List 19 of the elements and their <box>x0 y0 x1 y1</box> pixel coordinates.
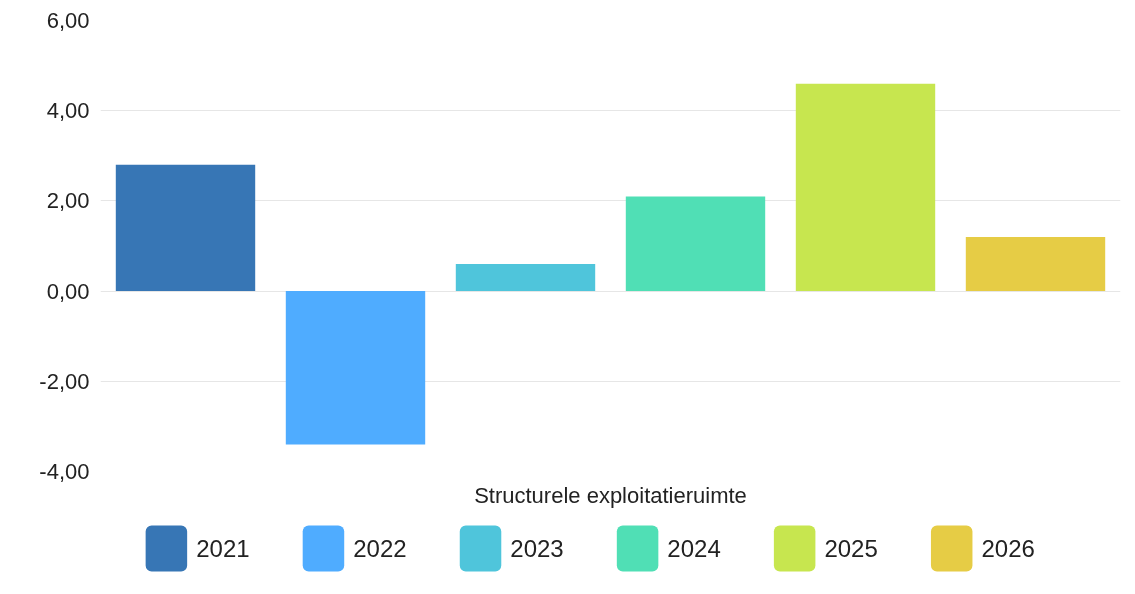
legend-label: 2024 <box>667 535 721 562</box>
y-tick-label: 4,00 <box>46 98 90 124</box>
legend-label: 2022 <box>353 535 407 562</box>
bar <box>965 236 1106 292</box>
legend-label: 2025 <box>824 535 878 562</box>
legend-label: 2021 <box>196 535 250 562</box>
bar <box>455 264 596 292</box>
x-tick-label: Structurele exploitatieruimte <box>474 482 747 508</box>
bar <box>285 291 426 445</box>
legend-label: 2026 <box>981 535 1035 562</box>
legend-label: 2023 <box>510 535 564 562</box>
y-tick-label: 0,00 <box>46 278 90 304</box>
bar <box>115 164 256 292</box>
bar <box>795 83 936 292</box>
y-tick-label: 6,00 <box>46 8 90 33</box>
y-tick-label: -2,00 <box>39 368 90 394</box>
bar <box>625 196 766 292</box>
y-tick-label: 2,00 <box>46 188 90 214</box>
y-tick-label: -4,00 <box>39 459 90 484</box>
